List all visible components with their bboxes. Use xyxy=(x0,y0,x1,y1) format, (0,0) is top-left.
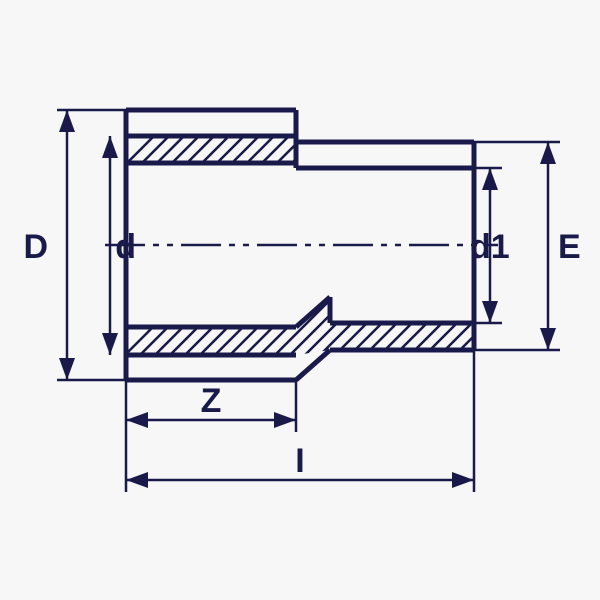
label-d: d xyxy=(115,228,136,266)
reducer-diagram: D d d1 E Z I xyxy=(0,0,600,600)
label-E: E xyxy=(558,228,581,266)
label-I: I xyxy=(295,442,304,480)
label-Z: Z xyxy=(201,382,222,420)
label-d1: d1 xyxy=(470,228,510,266)
label-D: D xyxy=(23,228,48,266)
